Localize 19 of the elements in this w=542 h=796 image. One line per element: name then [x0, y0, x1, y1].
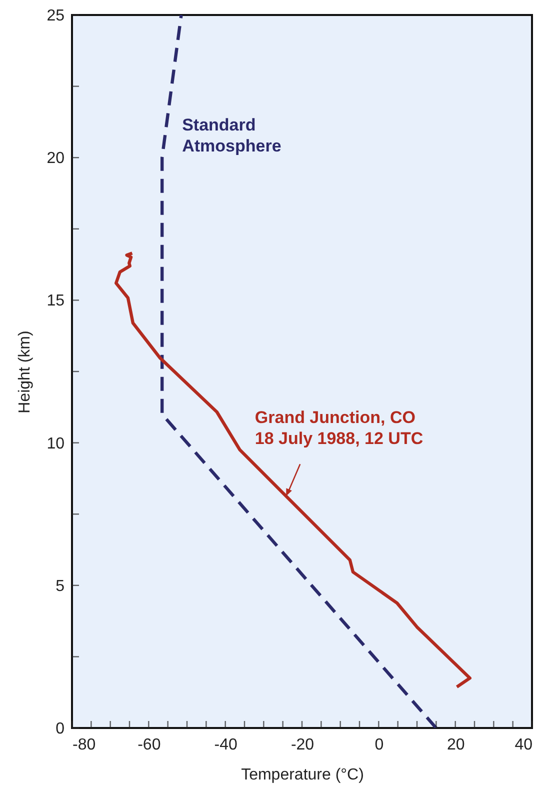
series-label: Standard Atmosphere — [182, 116, 282, 156]
series-label: Grand Junction, CO 18 July 1988, 12 UTC — [254, 408, 424, 448]
x-tick-label: -40 — [214, 736, 238, 754]
y-tick-label: 20 — [46, 150, 65, 168]
y-tick-label: 5 — [56, 578, 65, 595]
x-tick-label: 0 — [374, 736, 384, 754]
x-tick-label: -60 — [138, 736, 161, 754]
line-series — [160, 15, 438, 728]
x-tick-label: 20 — [446, 736, 465, 754]
y-tick-label: 15 — [46, 292, 65, 310]
y-tick-label: 25 — [46, 8, 65, 24]
y-tick-label: 0 — [56, 720, 65, 738]
x-tick-label: 40 — [514, 736, 533, 754]
y-tick-label: 10 — [46, 435, 65, 452]
x-axis-title: Temperature (°C) — [241, 766, 364, 784]
x-tick-label: -20 — [290, 736, 314, 754]
line-series — [114, 252, 472, 689]
x-tick-label: -80 — [72, 736, 96, 754]
y-axis-title: Height (km) — [16, 330, 34, 414]
